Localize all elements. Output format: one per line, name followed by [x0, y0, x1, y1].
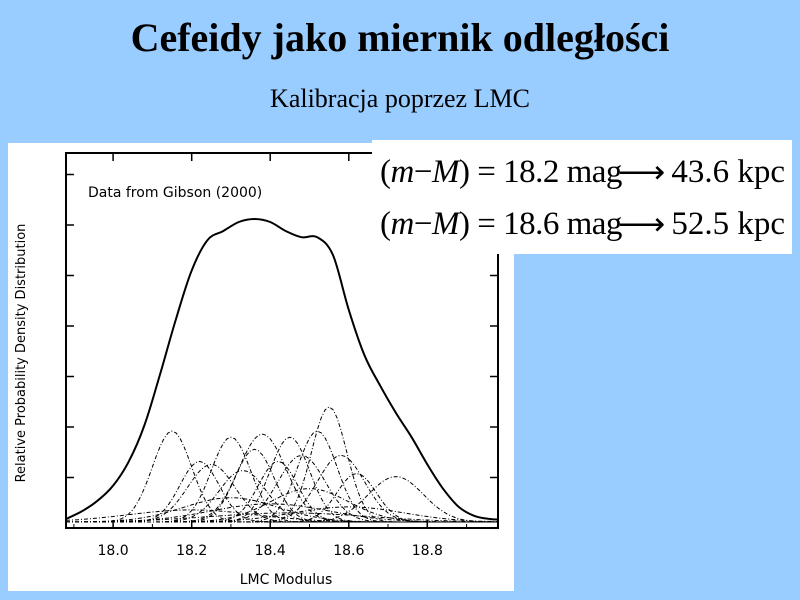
- modulus-value: 18.6: [503, 205, 559, 242]
- component-curve: [66, 448, 498, 523]
- distance-value: 52.5 kpc: [671, 205, 785, 242]
- component-curves: [65, 406, 499, 523]
- component-curve: [66, 430, 498, 523]
- distance-formulas: (m−M) = 18.2 mag ⟶ 43.6 kpc (m−M) = 18.6…: [372, 140, 792, 254]
- component-curve: [66, 512, 498, 523]
- formula-lhs: (m−M) = 18.6 mag: [380, 205, 622, 242]
- formula-row-2: (m−M) = 18.6 mag ⟶ 52.5 kpc: [380, 202, 785, 246]
- y-axis-label: Relative Probability Density Distributio…: [14, 224, 29, 483]
- modulus-unit: mag: [566, 153, 623, 190]
- modulus-unit: mag: [566, 205, 623, 242]
- x-tick-label: 18.0: [98, 543, 129, 559]
- distance-value: 43.6 kpc: [671, 153, 785, 190]
- sum-distribution-curve: [65, 217, 499, 521]
- component-curve: [66, 454, 498, 523]
- x-axis-label: LMC Modulus: [240, 572, 333, 588]
- arrow-icon: ⟶: [618, 155, 666, 191]
- x-tick-label: 18.2: [176, 543, 207, 559]
- formula-row-1: (m−M) = 18.2 mag ⟶ 43.6 kpc: [380, 150, 785, 194]
- tick-marks: [66, 153, 498, 529]
- x-tick-labels: 18.0 18.2 18.4 18.6 18.8: [98, 543, 443, 559]
- plot-frame: [65, 152, 499, 529]
- x-tick-label: 18.4: [255, 543, 286, 559]
- component-curve: [66, 454, 498, 523]
- component-curve: [66, 506, 499, 523]
- slide-title: Cefeidy jako miernik odległości: [130, 15, 670, 60]
- x-tick-label: 18.6: [333, 543, 364, 559]
- formula-lhs: (m−M) = 18.2 mag: [380, 153, 622, 190]
- component-curve: [66, 497, 498, 523]
- arrow-icon: ⟶: [618, 207, 666, 243]
- probability-density-chart: Data from Gibson (2000) LMC Modulus Rela…: [14, 152, 499, 588]
- component-curve: [65, 509, 498, 523]
- chart-annotation: Data from Gibson (2000): [88, 185, 262, 201]
- modulus-value: 18.2: [503, 153, 559, 190]
- x-tick-label: 18.8: [412, 543, 443, 559]
- slide-subtitle: Kalibracja poprzez LMC: [270, 84, 530, 113]
- component-curve: [66, 430, 498, 523]
